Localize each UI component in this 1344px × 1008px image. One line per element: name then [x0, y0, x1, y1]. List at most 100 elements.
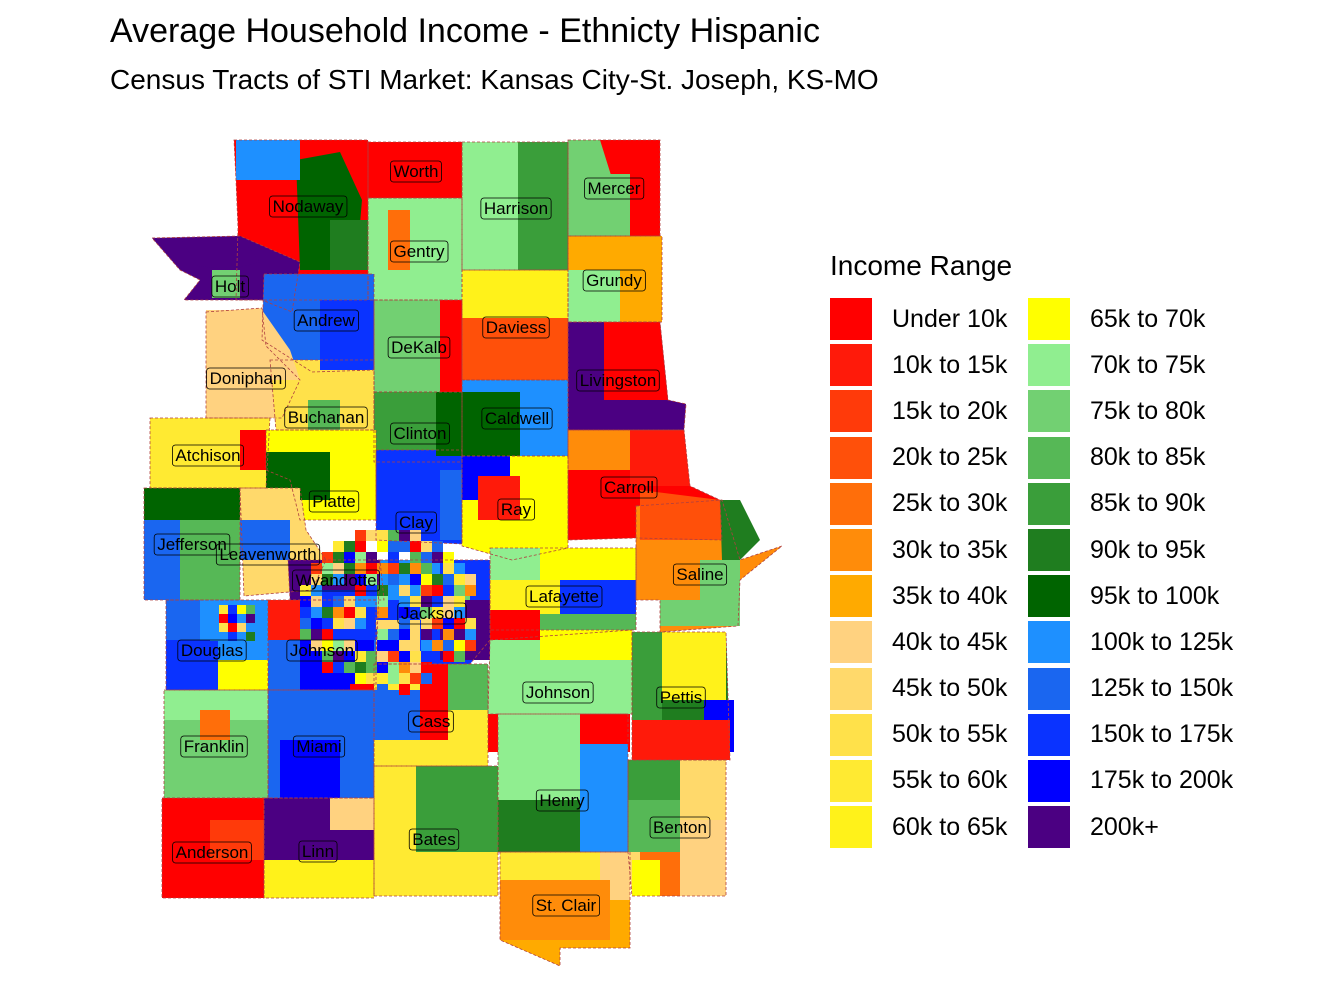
county-label-box [206, 367, 286, 390]
census-tract [322, 640, 333, 651]
county-label-box [387, 336, 451, 359]
county-label-box [497, 498, 536, 521]
census-tract [164, 690, 268, 720]
county-label: Anderson [172, 841, 252, 864]
census-tract [377, 651, 388, 662]
census-tract [264, 808, 330, 860]
census-tract [443, 607, 454, 618]
census-tract [366, 585, 377, 596]
census-tract [421, 541, 432, 552]
county-label-text: Livingston [580, 371, 657, 390]
census-tract [568, 322, 604, 380]
census-tract [377, 629, 388, 640]
county-label: Worth [390, 160, 442, 183]
census-tract [388, 574, 399, 585]
legend-item: 75k to 80k [1028, 388, 1226, 434]
census-tract [388, 541, 399, 552]
county-label: DeKalb [387, 336, 451, 359]
county-label: St. Clair [532, 894, 600, 917]
census-tract [432, 640, 443, 651]
census-tract [462, 318, 568, 380]
county-label-box [408, 710, 454, 733]
legend-swatch [1028, 298, 1070, 341]
county-label-text: Harrison [484, 199, 548, 218]
legend-item: 200k+ [1028, 804, 1226, 850]
census-tract [333, 574, 344, 585]
county-label: Doniphan [206, 367, 286, 390]
census-tract [311, 563, 322, 574]
census-tract [399, 574, 410, 585]
census-tract [388, 629, 399, 640]
county-label-text: Douglas [181, 641, 243, 660]
county-label-box [292, 569, 380, 592]
census-tract [240, 430, 266, 470]
legend-item: 175k to 200k [1028, 758, 1233, 804]
county-label: Buchanan [284, 406, 368, 429]
county-boundary [631, 631, 731, 761]
census-tract [333, 563, 344, 574]
county-label: Pettis [656, 686, 706, 709]
county-label-text: Doniphan [210, 369, 283, 388]
census-tract [344, 640, 355, 651]
census-tract [421, 563, 432, 574]
county-label-layer: Worth Nodaway Harrison Mercer Gentry Grundy Ho… [153, 160, 728, 917]
census-tract [443, 596, 454, 607]
census-tract [333, 552, 344, 563]
legend-label: 55k to 60k [892, 766, 1008, 795]
county-label: Linn [298, 840, 338, 863]
county-label: Ray [497, 498, 536, 521]
county-label-box [390, 160, 442, 183]
census-tract [366, 563, 377, 574]
census-tract [465, 585, 476, 596]
legend-label: 85k to 90k [1090, 489, 1206, 518]
county-label-text: Andrew [297, 311, 355, 330]
county-label-text: Jackson [401, 604, 463, 623]
county-label: Douglas [177, 639, 247, 662]
legend-swatch [830, 667, 872, 710]
county-label-box [481, 407, 553, 430]
census-tract [580, 744, 628, 852]
census-tract [366, 552, 377, 563]
census-tract [443, 618, 454, 629]
census-tract [228, 605, 237, 614]
county-label-box [390, 240, 449, 263]
census-tract [344, 552, 355, 563]
county-boundary [375, 449, 463, 545]
census-tract [662, 632, 726, 700]
county-label-text: St. Clair [536, 896, 597, 915]
tract-layer [143, 139, 783, 967]
census-tract [410, 673, 421, 684]
county-label-box [292, 735, 346, 758]
county-label-box [390, 422, 450, 445]
legend-label: 35k to 40k [892, 581, 1008, 610]
census-tract [200, 710, 230, 740]
census-tract [388, 563, 399, 574]
county-label-box [649, 816, 711, 839]
census-tract [443, 585, 454, 596]
census-tract [421, 673, 432, 684]
census-tract [344, 563, 355, 574]
county-boundary [627, 759, 727, 897]
county-label-text: Ray [501, 500, 532, 519]
county-label-box [480, 197, 552, 220]
census-tract [632, 720, 730, 760]
census-tract [322, 662, 333, 673]
county-label: Harrison [480, 197, 552, 220]
census-tract [228, 632, 237, 641]
legend-item: 125k to 150k [1028, 666, 1233, 712]
county-label-text: Johnson [290, 641, 354, 660]
census-tract [344, 673, 355, 684]
census-tract [344, 607, 355, 618]
census-tract [240, 520, 290, 560]
legend-item: Under 10k [830, 296, 1028, 342]
legend-label: 65k to 70k [1090, 304, 1206, 333]
legend-swatch [1028, 575, 1070, 618]
legend-item: 60k to 65k [830, 804, 1028, 850]
census-tract [443, 552, 454, 563]
county-label: Lafayette [525, 585, 603, 608]
census-tract [366, 651, 377, 662]
census-tract [604, 322, 668, 400]
census-tract [399, 607, 410, 618]
county-label-text: Clinton [394, 424, 447, 443]
